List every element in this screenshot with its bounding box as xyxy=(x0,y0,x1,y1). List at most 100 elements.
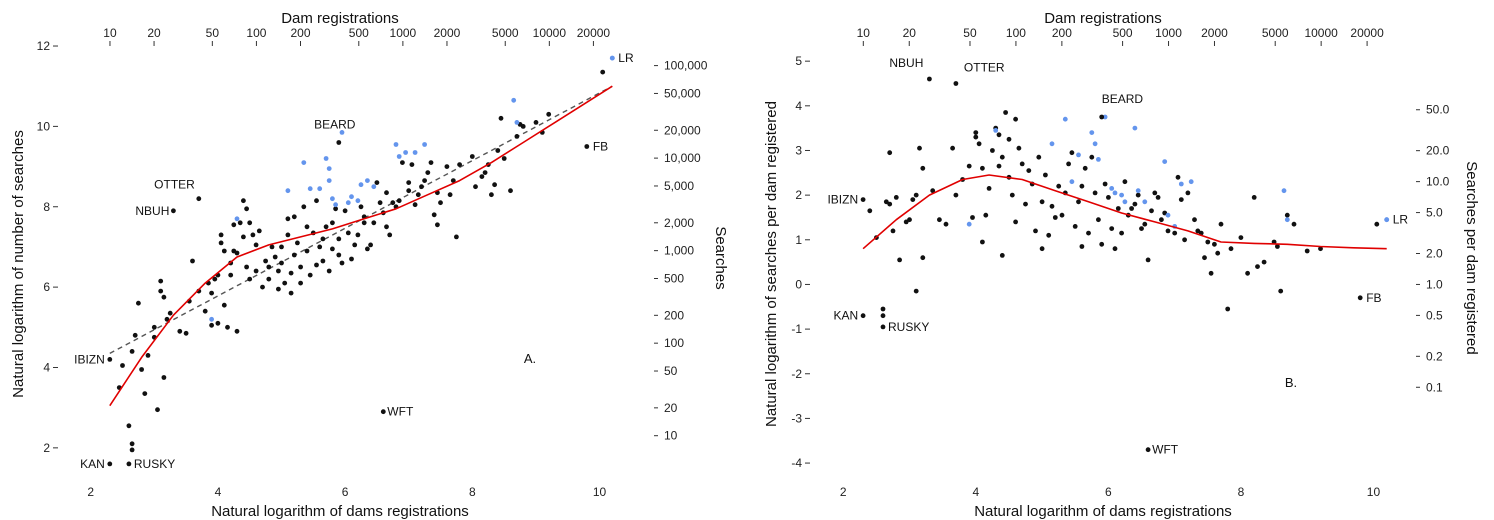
data-point-black xyxy=(304,248,310,254)
right-tick-label: 20.0 xyxy=(1426,144,1450,158)
data-point-blue xyxy=(349,194,354,200)
data-point-black xyxy=(943,221,949,227)
right-tick-label: 1,000 xyxy=(664,244,694,258)
right-tick-label: 5,000 xyxy=(664,179,694,193)
data-point-black xyxy=(298,264,303,270)
data-point-black xyxy=(1046,232,1052,238)
data-point-black xyxy=(1059,212,1065,218)
labeled-data-point xyxy=(880,324,886,330)
data-point-black xyxy=(501,156,507,161)
data-point-black xyxy=(177,328,183,334)
data-point-black xyxy=(151,324,157,330)
top-tick-label: 200 xyxy=(1052,26,1072,40)
data-point-blue xyxy=(1135,188,1141,194)
labeled-data-point xyxy=(1145,447,1151,453)
data-point-black xyxy=(291,252,297,258)
data-point-blue xyxy=(371,184,377,190)
data-point-blue xyxy=(1284,217,1290,223)
data-point-black xyxy=(164,316,170,322)
data-point-black xyxy=(1291,221,1297,227)
data-point-black xyxy=(237,220,243,226)
data-point-black xyxy=(384,224,389,230)
data-point-black xyxy=(600,69,606,75)
x-tick-label: 8 xyxy=(469,485,476,499)
right-tick-label: 10 xyxy=(664,429,678,443)
top-tick-label: 1000 xyxy=(390,26,417,40)
data-point-black xyxy=(1175,174,1181,180)
data-point-black xyxy=(215,320,221,326)
data-point-black xyxy=(867,208,873,214)
data-point-black xyxy=(288,290,294,296)
data-point-black xyxy=(314,198,319,204)
data-point-black xyxy=(276,286,281,292)
data-point-blue xyxy=(307,186,313,192)
data-point-blue xyxy=(355,198,361,204)
right-tick-label: 0.1 xyxy=(1426,380,1443,394)
data-point-blue xyxy=(993,127,999,133)
data-point-black xyxy=(1049,203,1055,209)
point-label: LR xyxy=(618,51,634,65)
labeled-data-point xyxy=(171,208,176,214)
data-point-black xyxy=(330,220,335,226)
data-point-black xyxy=(1132,201,1138,207)
data-point-black xyxy=(1076,199,1081,205)
data-point-blue xyxy=(339,130,345,135)
x-tick-label: 6 xyxy=(342,485,349,499)
data-point-black xyxy=(415,192,421,198)
y-tick-label: 12 xyxy=(37,39,51,53)
top-tick-label: 50 xyxy=(963,26,977,40)
data-point-blue xyxy=(234,216,240,222)
data-point-black xyxy=(352,242,358,248)
data-point-black xyxy=(139,367,145,372)
data-point-blue xyxy=(511,97,517,103)
data-point-black xyxy=(489,192,494,198)
panel-b-marks: 2 4 6 8 10 -4 -3 -2 -1 0 1 2 3 4 5 10 20 50 100 200 500 1000 2… xyxy=(791,26,1449,499)
data-point-black xyxy=(482,170,488,176)
y-tick-label: 5 xyxy=(795,54,802,68)
data-point-black xyxy=(409,162,415,168)
labeled-data-point xyxy=(584,144,590,149)
top-tick-label: 10000 xyxy=(533,26,567,40)
data-point-black xyxy=(349,256,354,262)
y-tick-label: 6 xyxy=(43,280,50,294)
panel-a-marks: 2 4 6 8 10 2 4 6 8 10 12 10 20 50 100 200 500 1000 2000 500… xyxy=(37,26,708,499)
data-point-black xyxy=(142,391,148,396)
right-tick-label: 2,000 xyxy=(664,216,694,230)
data-point-black xyxy=(1139,226,1144,232)
data-point-black xyxy=(145,353,151,358)
data-point-black xyxy=(1228,246,1234,252)
data-point-black xyxy=(384,190,389,196)
chart-panel-b: 2 4 6 8 10 -4 -3 -2 -1 0 1 2 3 4 5 10 20 50 100 200 500 1000 2… xyxy=(763,10,1480,520)
top-tick-label: 50 xyxy=(206,26,220,40)
data-point-black xyxy=(999,253,1005,258)
data-point-black xyxy=(126,423,132,429)
right-tick-label: 50.0 xyxy=(1426,103,1450,117)
data-point-black xyxy=(950,145,955,151)
data-point-black xyxy=(1112,246,1118,252)
data-point-black xyxy=(937,217,942,223)
data-point-black xyxy=(1245,270,1250,276)
data-point-black xyxy=(218,232,224,238)
right-tick-label: 0.5 xyxy=(1426,308,1443,322)
data-point-black xyxy=(435,222,440,228)
data-point-blue xyxy=(1049,141,1055,147)
data-point-black xyxy=(358,204,364,210)
data-point-black xyxy=(390,200,396,206)
data-point-black xyxy=(983,212,989,218)
y-tick-label: -1 xyxy=(791,322,802,336)
data-point-black xyxy=(336,252,342,258)
data-point-black xyxy=(479,174,485,180)
point-label: NBUH xyxy=(135,204,169,218)
data-point-black xyxy=(400,160,405,166)
data-point-black xyxy=(1013,116,1018,122)
x-tick-label: 4 xyxy=(215,485,222,499)
y-tick-label: 10 xyxy=(37,119,51,133)
labeled-data-point xyxy=(860,313,866,319)
data-point-blue xyxy=(1162,159,1168,165)
labeled-data-point xyxy=(107,461,113,467)
data-point-black xyxy=(1102,181,1108,187)
data-point-black xyxy=(970,215,975,220)
point-label: WFT xyxy=(1152,443,1179,457)
data-point-black xyxy=(282,280,288,286)
y-tick-label: -3 xyxy=(791,411,802,425)
